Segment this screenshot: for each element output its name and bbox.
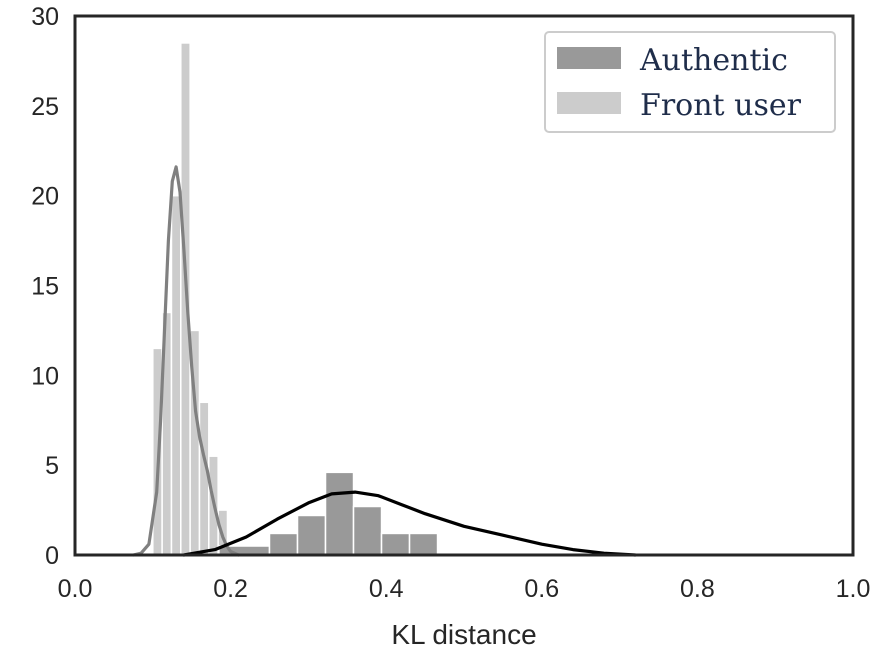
bar-authentic-3 xyxy=(324,471,355,556)
y-tick-label: 0 xyxy=(45,542,59,570)
x-tick-label: 1.0 xyxy=(836,575,871,603)
bar-authentic-1 xyxy=(268,532,299,556)
plot-frame xyxy=(73,14,855,557)
x-tick-label: 0.0 xyxy=(58,575,93,603)
y-tick-label: 10 xyxy=(31,362,59,390)
x-tick-label: 0.4 xyxy=(369,575,404,603)
y-tick-label: 25 xyxy=(31,93,59,121)
legend-label-authentic: Authentic xyxy=(639,43,788,78)
histogram-bars xyxy=(152,42,439,556)
legend-swatch-front-user xyxy=(557,92,621,114)
y-tick-label: 20 xyxy=(31,183,59,211)
kde-authentic xyxy=(182,490,637,557)
kde-front-user xyxy=(131,165,240,557)
x-axis-ticks: 0.0 0.2 0.4 0.6 0.8 1.0 xyxy=(58,575,871,603)
kde-curves xyxy=(131,165,637,557)
x-tick-label: 0.2 xyxy=(213,575,248,603)
y-tick-label: 30 xyxy=(31,3,59,31)
bar-authentic-4 xyxy=(352,505,383,556)
y-axis-ticks: 0 5 10 15 20 25 30 xyxy=(31,3,59,570)
bar-front-user-2 xyxy=(170,194,182,556)
y-tick-label: 15 xyxy=(31,273,59,301)
bar-authentic-6 xyxy=(408,532,439,556)
y-tick-label: 5 xyxy=(45,452,59,480)
x-tick-label: 0.6 xyxy=(524,575,559,603)
x-axis-label: KL distance xyxy=(391,619,536,650)
bar-authentic-5 xyxy=(380,532,411,556)
x-tick-label: 0.8 xyxy=(680,575,715,603)
legend: Authentic Front user xyxy=(544,31,836,133)
bar-authentic-2 xyxy=(296,514,327,556)
legend-swatch-authentic xyxy=(557,47,621,69)
legend-label-front-user: Front user xyxy=(640,88,802,123)
